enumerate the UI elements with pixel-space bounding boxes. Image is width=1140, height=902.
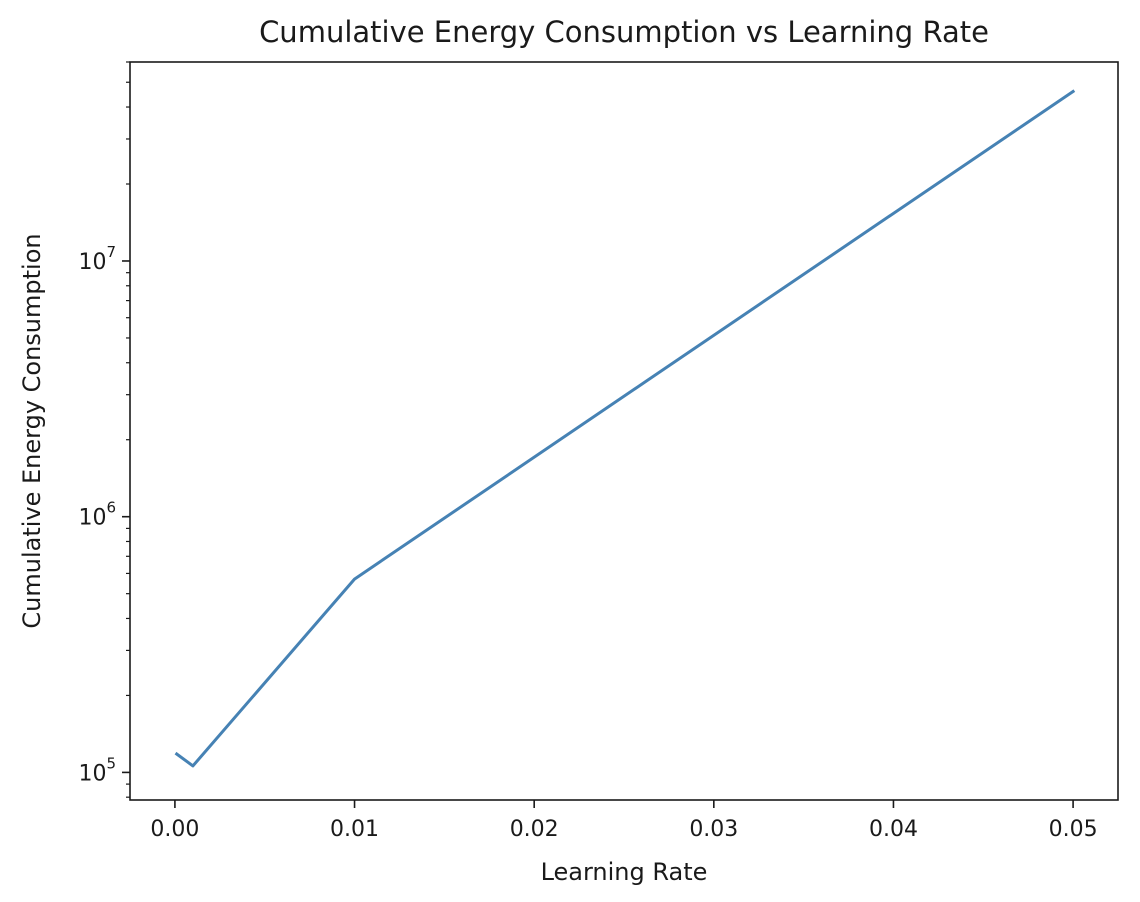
y-tick-base: 10 (78, 506, 106, 531)
y-tick-label: 106 (78, 499, 116, 531)
y-minor-ticks (126, 61, 130, 798)
y-axis-label: Cumulative Energy Consumption (18, 233, 46, 628)
y-tick-label: 105 (78, 754, 116, 786)
y-tick-label: 107 (78, 243, 116, 275)
x-tick-label: 0.01 (330, 817, 379, 842)
series-group (174, 89, 1076, 768)
x-tick-label: 0.05 (1049, 817, 1098, 842)
y-tick-exponent: 7 (106, 243, 116, 261)
x-axis-label: Learning Rate (541, 858, 708, 886)
plot-area (129, 61, 1119, 801)
x-tick-label: 0.00 (150, 817, 199, 842)
x-tick-label: 0.03 (689, 817, 738, 842)
y-tick-base: 10 (78, 250, 106, 275)
x-tick-label: 0.04 (869, 817, 918, 842)
chart-title: Cumulative Energy Consumption vs Learnin… (259, 15, 989, 49)
y-tick-exponent: 5 (106, 754, 116, 772)
y-tick-exponent: 6 (106, 499, 116, 517)
series-line (174, 89, 1076, 768)
x-tick-label: 0.02 (510, 817, 559, 842)
y-tick-base: 10 (78, 761, 106, 786)
x-ticks: 0.00 0.01 0.02 0.03 0.04 0.05 (150, 800, 1098, 842)
